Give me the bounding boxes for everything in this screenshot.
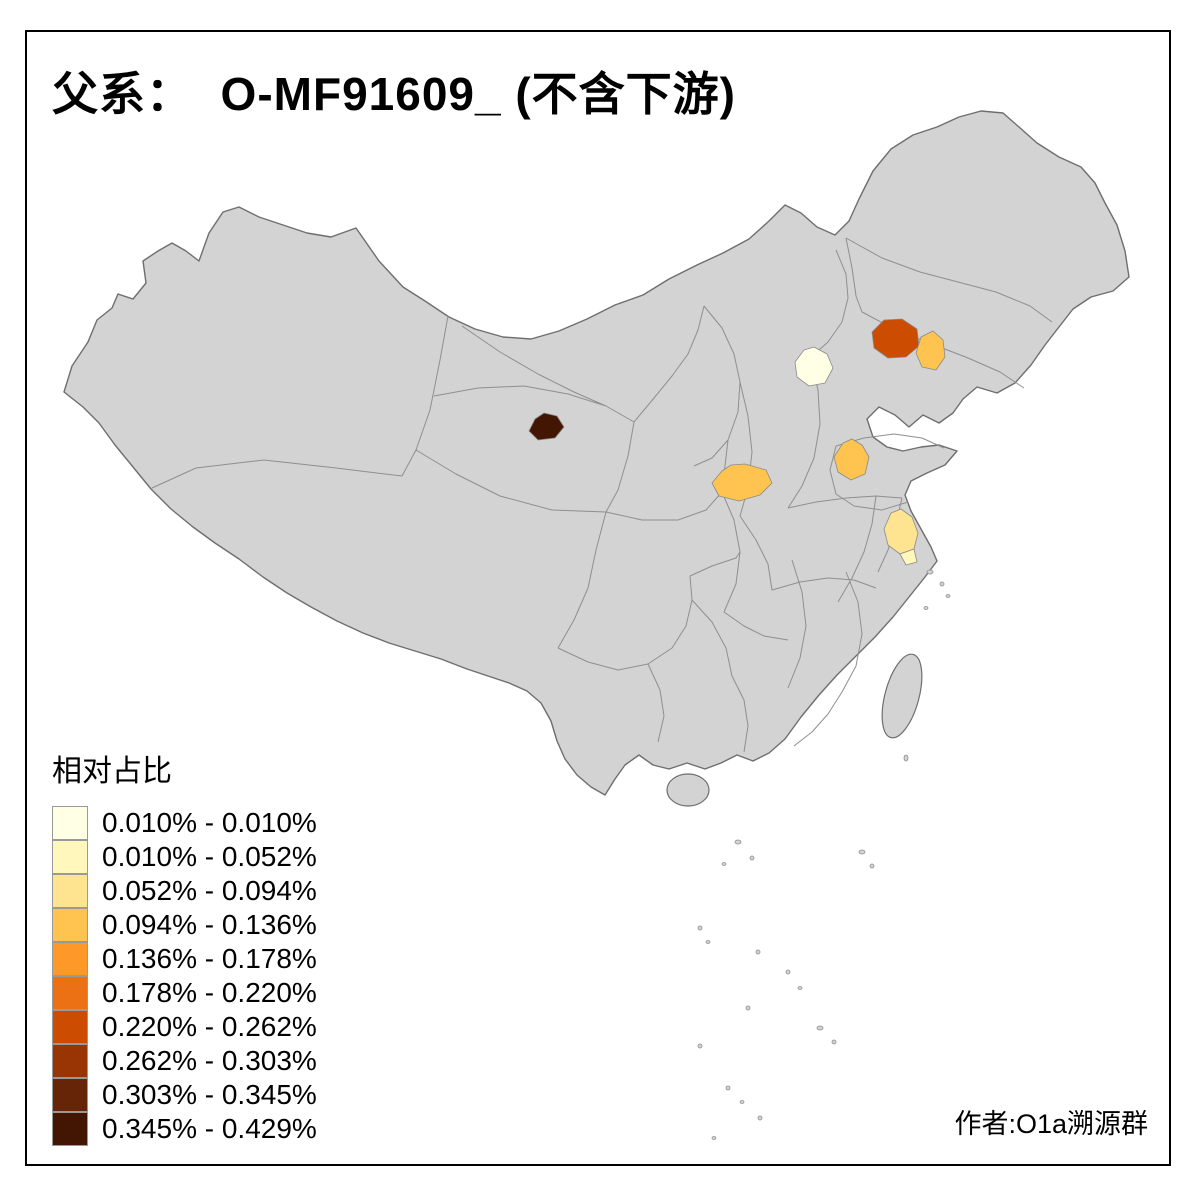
legend-swatch	[52, 976, 88, 1010]
legend-label: 0.303% - 0.345%	[102, 1079, 317, 1110]
legend-swatch	[52, 942, 88, 976]
page-title: 父系： O-MF91609_ (不含下游)	[52, 68, 736, 120]
legend-label: 0.178% - 0.220%	[102, 977, 317, 1008]
region-jiangsu-tip	[899, 548, 918, 566]
legend-swatch	[52, 840, 88, 874]
legend-label: 0.052% - 0.094%	[102, 875, 317, 906]
legend-label: 0.010% - 0.052%	[102, 841, 317, 872]
legend-row: 0.220% - 0.262%	[52, 1010, 317, 1044]
legend-row: 0.094% - 0.136%	[52, 908, 317, 942]
legend-row: 0.010% - 0.010%	[52, 806, 317, 840]
legend-title: 相对占比	[52, 755, 172, 788]
region-liaoning-west	[871, 318, 920, 359]
region-liaoning-central	[915, 330, 946, 371]
map-legend: 相对占比 0.010% - 0.010% 0.010% - 0.052% 0.0…	[52, 746, 317, 1146]
region-qinghai-west	[528, 412, 565, 441]
legend-label: 0.094% - 0.136%	[102, 909, 317, 940]
legend-row: 0.262% - 0.303%	[52, 1044, 317, 1078]
region-shanxi-south	[711, 463, 773, 502]
legend-swatch	[52, 806, 88, 840]
hainan-island	[666, 773, 710, 807]
legend-label: 0.345% - 0.429%	[102, 1113, 317, 1144]
region-beijing	[794, 346, 834, 387]
figure-border	[25, 30, 1171, 1166]
legend-swatch	[52, 1044, 88, 1078]
region-shandong-west	[833, 438, 870, 481]
china-mainland-shape	[63, 110, 1130, 796]
legend-row: 0.136% - 0.178%	[52, 942, 317, 976]
offshore-islands	[697, 569, 951, 1140]
legend-swatch	[52, 1010, 88, 1044]
legend-label: 0.010% - 0.010%	[102, 807, 317, 838]
legend-label: 0.220% - 0.262%	[102, 1011, 317, 1042]
legend-row: 0.010% - 0.052%	[52, 840, 317, 874]
legend-row: 0.345% - 0.429%	[52, 1112, 317, 1146]
legend-swatch	[52, 1112, 88, 1146]
legend-row: 0.052% - 0.094%	[52, 874, 317, 908]
legend-swatch	[52, 908, 88, 942]
legend-row: 0.303% - 0.345%	[52, 1078, 317, 1112]
legend-swatch	[52, 874, 88, 908]
legend-row: 0.178% - 0.220%	[52, 976, 317, 1010]
taiwan-island	[881, 653, 923, 739]
author-credit: 作者:O1a溯源群	[954, 1109, 1148, 1139]
legend-label: 0.262% - 0.303%	[102, 1045, 317, 1076]
legend-swatch	[52, 1078, 88, 1112]
legend-label: 0.136% - 0.178%	[102, 943, 317, 974]
